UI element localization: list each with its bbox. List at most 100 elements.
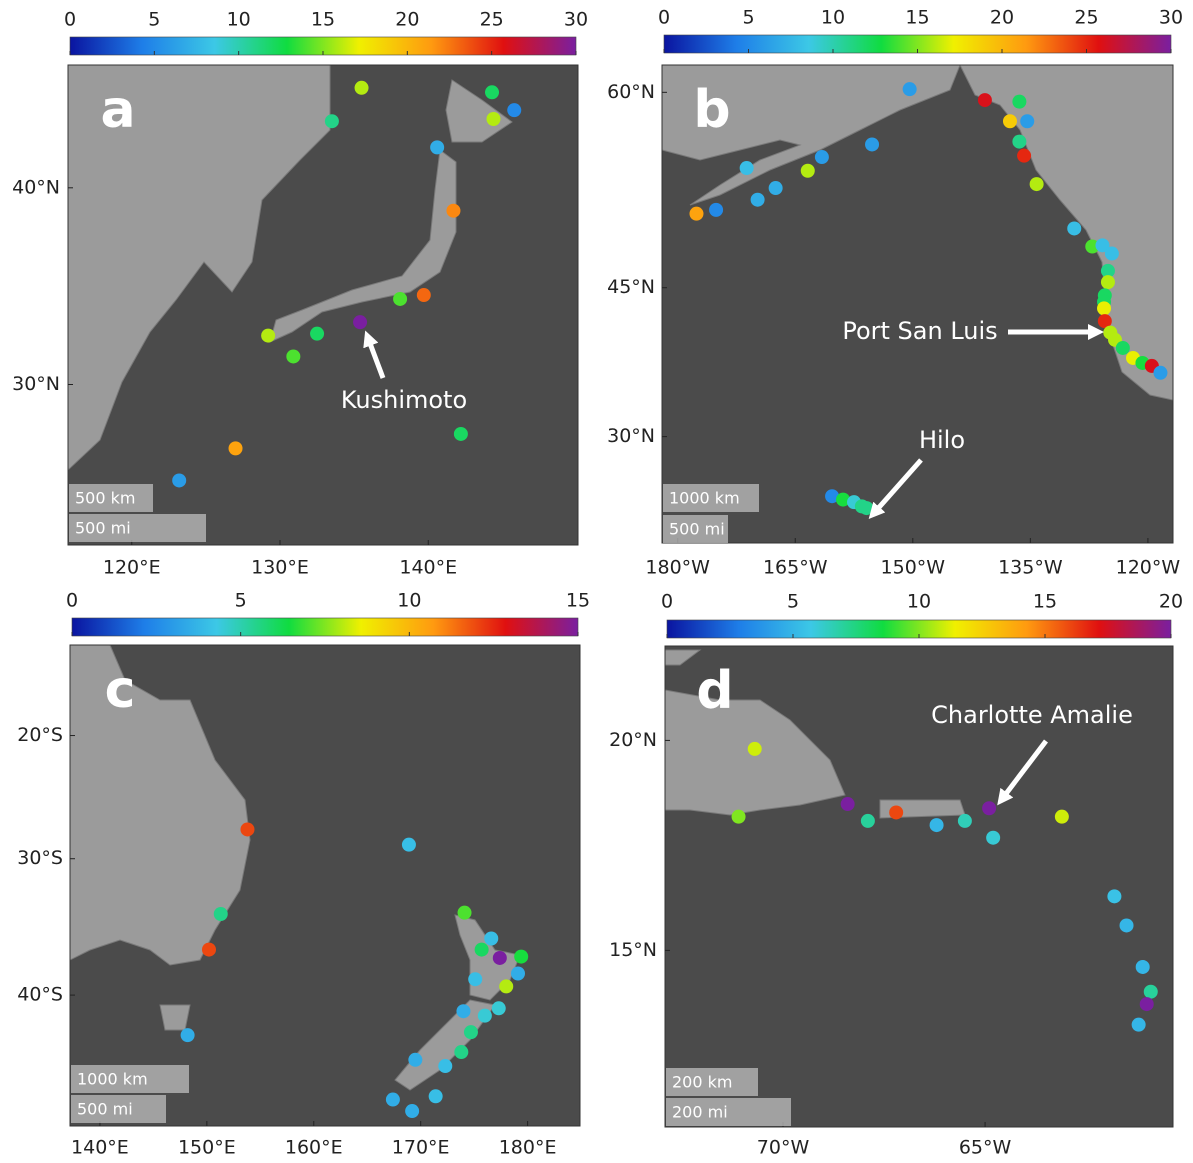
x-tick-label: 130°E <box>251 557 309 579</box>
y-tick-label: 60°N <box>607 81 655 103</box>
scale-bar-label: 500 km <box>75 489 135 508</box>
y-tick-label: 20°S <box>17 724 63 746</box>
x-tick-label: 140°E <box>71 1137 129 1159</box>
station-point <box>286 349 300 363</box>
station-point <box>438 1059 452 1073</box>
station-point <box>417 288 431 302</box>
x-tick-label: 150°E <box>178 1137 236 1159</box>
colorbar-tick-label: 15 <box>905 7 929 29</box>
x-tick-label: 120°E <box>103 557 161 579</box>
x-tick-label: 135°W <box>998 557 1063 579</box>
x-tick-label: 180°W <box>645 557 710 579</box>
station-point <box>978 93 992 107</box>
station-point <box>709 203 723 217</box>
station-point <box>458 906 472 920</box>
colorbar-tick-label: 5 <box>148 9 160 31</box>
station-point <box>1020 114 1034 128</box>
panel-label: b <box>693 80 730 140</box>
station-point <box>353 315 367 329</box>
station-point <box>751 193 765 207</box>
colorbar-tick-label: 15 <box>566 590 590 612</box>
station-point <box>732 810 746 824</box>
station-point <box>769 181 783 195</box>
station-point <box>202 943 216 957</box>
colorbar <box>72 618 578 636</box>
colorbar-tick-label: 5 <box>235 590 247 612</box>
x-tick-label: 70°W <box>757 1137 810 1159</box>
colorbar-tick-label: 5 <box>742 7 754 29</box>
station-point <box>310 327 324 341</box>
colorbar-tick-label: 20 <box>990 7 1014 29</box>
station-point <box>507 103 521 117</box>
station-point <box>478 1009 492 1023</box>
y-tick-label: 30°N <box>12 373 60 395</box>
colorbar-tick-label: 10 <box>397 590 421 612</box>
colorbar-tick-label: 20 <box>395 9 419 31</box>
station-point <box>1097 301 1111 315</box>
station-point <box>1105 247 1119 261</box>
scale-bar-label: 500 mi <box>77 1100 133 1119</box>
panel-label: d <box>696 661 733 721</box>
station-point <box>402 838 416 852</box>
annotation: Charlotte Amalie <box>931 701 1133 729</box>
station-point <box>1107 889 1121 903</box>
station-point <box>1017 149 1031 163</box>
colorbar-tick-label: 15 <box>1033 591 1057 613</box>
station-point <box>689 207 703 221</box>
station-point <box>740 161 754 175</box>
x-tick-label: 150°W <box>881 557 946 579</box>
y-tick-label: 40°S <box>17 984 63 1006</box>
y-tick-label: 15°N <box>609 939 657 961</box>
station-point <box>861 814 875 828</box>
station-point <box>499 979 513 993</box>
station-point <box>511 967 525 981</box>
station-point <box>456 1004 470 1018</box>
x-tick-label: 65°W <box>959 1137 1012 1159</box>
scale-bar-label: 1000 km <box>77 1070 148 1089</box>
annotation: Hilo <box>919 426 965 454</box>
x-tick-label: 180°E <box>499 1137 557 1159</box>
y-tick-label: 40°N <box>12 176 60 198</box>
y-tick-label: 20°N <box>609 729 657 751</box>
station-point <box>1116 341 1130 355</box>
station-point <box>841 797 855 811</box>
scale-bar-label: 200 km <box>672 1073 732 1092</box>
colorbar-tick-label: 20 <box>1159 591 1183 613</box>
y-tick-label: 45°N <box>607 276 655 298</box>
x-tick-label: 120°W <box>1116 557 1181 579</box>
x-tick-label: 165°W <box>763 557 828 579</box>
colorbar-tick-label: 10 <box>227 9 251 31</box>
station-point <box>493 951 507 965</box>
colorbar-tick-label: 10 <box>821 7 845 29</box>
colorbar-tick-label: 0 <box>64 9 76 31</box>
station-point <box>429 1089 443 1103</box>
colorbar-tick-label: 5 <box>787 591 799 613</box>
station-point <box>214 907 228 921</box>
station-point <box>464 1025 478 1039</box>
station-point <box>860 501 874 515</box>
station-point <box>446 204 460 218</box>
station-point <box>801 164 815 178</box>
station-point <box>405 1104 419 1118</box>
map-background-c <box>70 645 580 1126</box>
station-point <box>386 1093 400 1107</box>
station-point <box>1012 95 1026 109</box>
station-point <box>1055 810 1069 824</box>
station-point <box>903 82 917 96</box>
station-point <box>1003 114 1017 128</box>
station-point <box>355 81 369 95</box>
panel-label: c <box>105 660 136 720</box>
station-point <box>1030 177 1044 191</box>
station-point <box>930 818 944 832</box>
colorbar-tick-label: 0 <box>658 7 670 29</box>
station-point <box>1101 275 1115 289</box>
colorbar-tick-label: 30 <box>564 9 588 31</box>
station-point <box>486 112 500 126</box>
colorbar-tick-label: 25 <box>480 9 504 31</box>
station-point <box>325 114 339 128</box>
station-point <box>1140 997 1154 1011</box>
colorbar-tick-label: 30 <box>1159 7 1183 29</box>
station-point <box>492 1001 506 1015</box>
x-tick-label: 160°E <box>285 1137 343 1159</box>
scale-bar-label: 200 mi <box>672 1103 728 1122</box>
